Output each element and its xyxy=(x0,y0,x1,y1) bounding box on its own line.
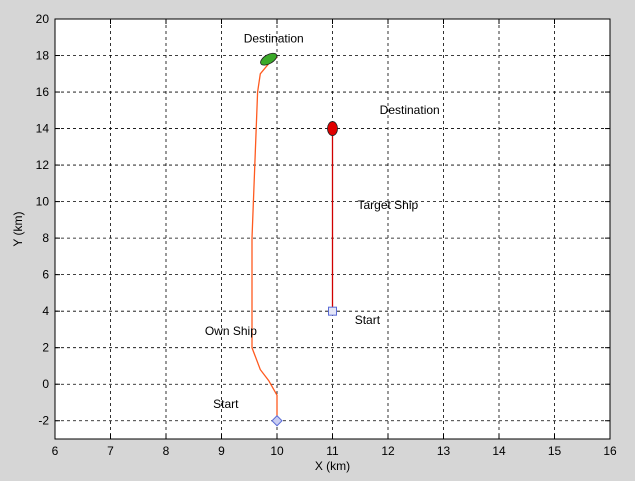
y-tick-label: 4 xyxy=(42,304,49,318)
x-tick-label: 13 xyxy=(437,444,451,458)
y-tick-label: 6 xyxy=(42,268,49,282)
annotation-destination-target: Destination xyxy=(380,103,440,117)
target-destination-ship xyxy=(327,121,338,136)
annotation-start-own: Start xyxy=(213,397,239,411)
annotation-own-ship: Own Ship xyxy=(205,324,257,338)
target-start-marker xyxy=(328,306,337,316)
y-tick-label: 12 xyxy=(36,158,50,172)
y-tick-label: 2 xyxy=(42,341,49,355)
series-line-own-ship xyxy=(251,56,278,421)
x-tick-label: 14 xyxy=(492,444,506,458)
y-tick-label: 16 xyxy=(36,85,50,99)
x-tick-label: 15 xyxy=(548,444,562,458)
annotation-target-ship: Target Ship xyxy=(357,198,418,212)
y-tick-label: 18 xyxy=(36,49,50,63)
x-tick-label: 11 xyxy=(326,444,339,458)
x-tick-label: 16 xyxy=(603,444,617,458)
y-tick-label: 20 xyxy=(36,12,50,26)
series-layer xyxy=(251,56,334,421)
y-axis-label: Y (km) xyxy=(11,211,25,246)
y-tick-label: 0 xyxy=(42,377,49,391)
x-tick-label: 10 xyxy=(270,444,284,458)
x-tick-label: 7 xyxy=(107,444,114,458)
annotation-start-target: Start xyxy=(355,313,381,327)
x-tick-label: 6 xyxy=(52,444,59,458)
x-tick-label: 9 xyxy=(218,444,225,458)
tick-layer: 6 7 8 9 10 11 12 13 14 15 16 -2 0 2 4 6 8 10 12 14 16 18 20 xyxy=(36,12,617,458)
y-tick-label: 14 xyxy=(36,122,50,136)
x-axis-label: X (km) xyxy=(315,459,350,473)
y-tick-label: 10 xyxy=(36,195,50,209)
y-tick-label: -2 xyxy=(38,414,49,428)
annotation-layer: Destination Destination Target Ship Own Shi… xyxy=(205,32,440,411)
x-tick-label: 8 xyxy=(163,444,170,458)
y-tick-label: 8 xyxy=(42,231,49,245)
marker-layer xyxy=(260,52,338,427)
own-destination-ship xyxy=(260,52,278,66)
annotation-destination-own: Destination xyxy=(244,32,304,46)
x-tick-label: 12 xyxy=(381,444,395,458)
own-start-marker xyxy=(271,415,283,427)
